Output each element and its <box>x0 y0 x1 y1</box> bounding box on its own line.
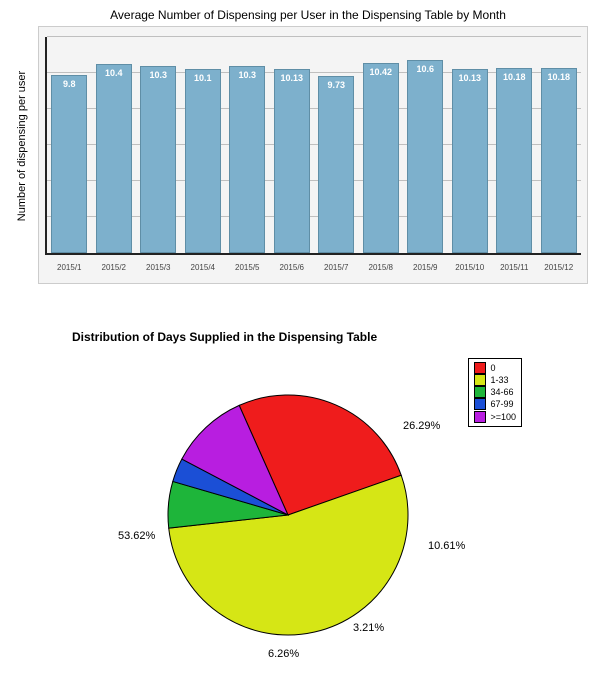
legend-swatch <box>474 362 486 374</box>
bar-value-label: 10.18 <box>547 72 570 82</box>
x-axis-label: 2015/1 <box>47 259 92 279</box>
x-axis-label: 2015/2 <box>92 259 137 279</box>
bar-plot-area: 9.8 10.4 10.3 10.1 10.3 10.13 9.73 10.42 10.6 10.… <box>45 37 581 255</box>
bar-slot: 10.18 <box>537 37 582 253</box>
x-axis-label: 2015/3 <box>136 259 181 279</box>
pie-slice-label: 10.61% <box>428 540 465 552</box>
x-axis-label: 2015/9 <box>403 259 448 279</box>
bar: 9.73 <box>318 76 354 253</box>
bars-container: 9.8 10.4 10.3 10.1 10.3 10.13 9.73 10.42 10.6 10.… <box>47 37 581 253</box>
legend-label: 0 <box>490 362 495 374</box>
pie-slice-label: 53.62% <box>118 530 155 542</box>
legend-label: >=100 <box>490 411 516 423</box>
bar: 10.13 <box>452 69 488 253</box>
bar-value-label: 10.18 <box>503 72 526 82</box>
bar-slot: 9.73 <box>314 37 359 253</box>
legend-row: 67-99 <box>474 398 516 410</box>
bar: 10.42 <box>363 63 399 253</box>
x-axis-label: 2015/11 <box>492 259 537 279</box>
bar-slot: 10.6 <box>403 37 448 253</box>
pie-slice-label: 6.26% <box>268 648 299 660</box>
legend-swatch <box>474 398 486 410</box>
x-axis-label: 2015/6 <box>270 259 315 279</box>
bar-value-label: 9.8 <box>63 79 76 89</box>
pie-wrap: 01-3334-6667-99>=100 26.29%53.62%6.26%3.… <box>68 360 558 650</box>
bar: 10.6 <box>407 60 443 253</box>
x-axis-label: 2015/10 <box>448 259 493 279</box>
bar-slot: 10.1 <box>181 37 226 253</box>
bar-value-label: 10.1 <box>194 73 212 83</box>
x-axis-label: 2015/4 <box>181 259 226 279</box>
pie-chart-section: Distribution of Days Supplied in the Dis… <box>0 330 600 650</box>
bar: 10.1 <box>185 69 221 253</box>
bar-plot-background: 9.8 10.4 10.3 10.1 10.3 10.13 9.73 10.42 10.6 10.… <box>38 26 588 284</box>
bar-slot: 10.4 <box>92 37 137 253</box>
bar-chart-section: Average Number of Dispensing per User in… <box>28 8 588 284</box>
x-axis-label: 2015/8 <box>359 259 404 279</box>
bar-value-label: 10.4 <box>105 68 123 78</box>
bar-slot: 10.42 <box>359 37 404 253</box>
pie-slice-label: 26.29% <box>403 420 440 432</box>
legend-row: 0 <box>474 362 516 374</box>
x-axis-label: 2015/5 <box>225 259 270 279</box>
bar: 10.3 <box>229 66 265 253</box>
bar-chart-title: Average Number of Dispensing per User in… <box>28 8 588 22</box>
bar: 10.13 <box>274 69 310 253</box>
pie-slice-label: 3.21% <box>353 622 384 634</box>
bar-slot: 10.13 <box>448 37 493 253</box>
bar: 9.8 <box>51 75 87 253</box>
bar-value-label: 10.13 <box>458 73 481 83</box>
x-labels: 2015/12015/22015/32015/42015/52015/62015… <box>45 259 581 279</box>
legend-row: 1-33 <box>474 374 516 386</box>
legend-swatch <box>474 411 486 423</box>
legend-label: 34-66 <box>490 386 513 398</box>
legend-swatch <box>474 374 486 386</box>
bar-slot: 9.8 <box>47 37 92 253</box>
bar-y-axis-label: Number of dispensing per user <box>16 71 28 221</box>
bar-value-label: 10.42 <box>369 67 392 77</box>
bar-value-label: 10.3 <box>149 70 167 80</box>
pie-chart-title: Distribution of Days Supplied in the Dis… <box>72 330 600 344</box>
bar-value-label: 10.13 <box>280 73 303 83</box>
legend-row: >=100 <box>474 411 516 423</box>
x-axis-label: 2015/7 <box>314 259 359 279</box>
bar-slot: 10.13 <box>270 37 315 253</box>
legend-swatch <box>474 386 486 398</box>
bar-slot: 10.3 <box>225 37 270 253</box>
bar-value-label: 9.73 <box>327 80 345 90</box>
x-axis-label: 2015/12 <box>537 259 582 279</box>
legend-label: 67-99 <box>490 398 513 410</box>
bar: 10.18 <box>541 68 577 253</box>
bar: 10.18 <box>496 68 532 253</box>
bar-value-label: 10.6 <box>416 64 434 74</box>
bar-slot: 10.18 <box>492 37 537 253</box>
legend-label: 1-33 <box>490 374 508 386</box>
legend-row: 34-66 <box>474 386 516 398</box>
bar-slot: 10.3 <box>136 37 181 253</box>
bar: 10.3 <box>140 66 176 253</box>
bar-value-label: 10.3 <box>238 70 256 80</box>
pie-legend: 01-3334-6667-99>=100 <box>468 358 522 427</box>
bar: 10.4 <box>96 64 132 253</box>
